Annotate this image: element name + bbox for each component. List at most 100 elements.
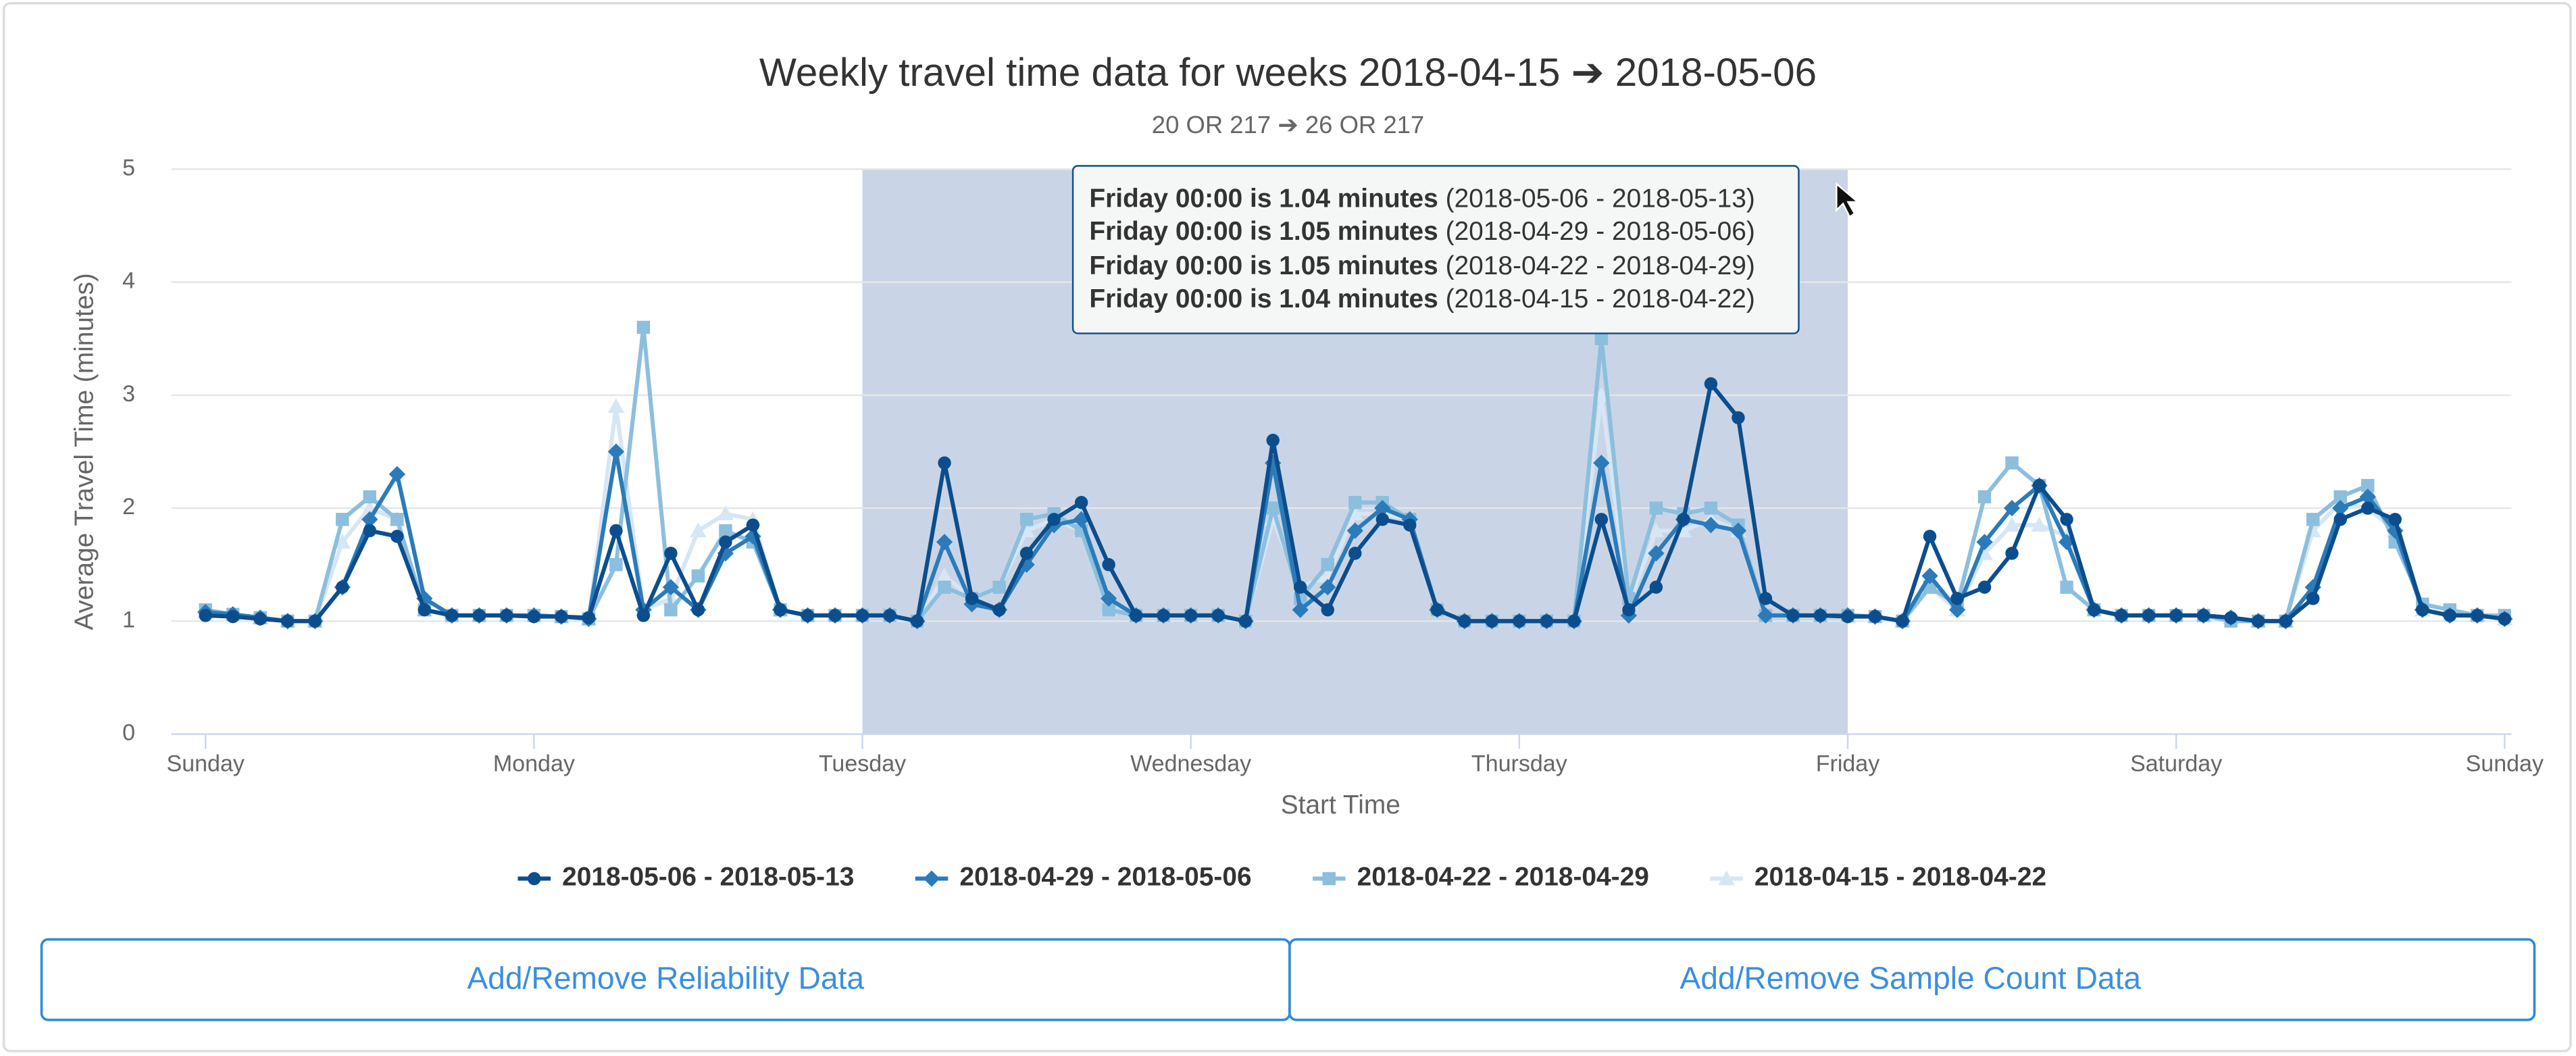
point [607, 443, 625, 460]
point [2471, 609, 2484, 622]
legend-label: 2018-04-22 - 2018-04-29 [1357, 863, 1649, 892]
tooltip: Friday 00:00 is 1.04 minutes (2018-05-06… [1071, 165, 1800, 334]
button-label[interactable]: Add/Remove Sample Count Data [1680, 960, 2141, 995]
tooltip-rest: (2018-04-22 - 2018-04-29) [1446, 251, 1755, 280]
point [746, 518, 760, 532]
point [1718, 870, 1735, 886]
tooltip-bold: Friday 00:00 is 1.05 minutes [1089, 251, 1438, 280]
button-frame[interactable] [1288, 938, 2536, 1022]
point [2196, 609, 2211, 622]
point [1129, 609, 1143, 622]
point [1157, 609, 1170, 622]
point [664, 603, 678, 617]
point [636, 609, 651, 622]
point [2005, 456, 2019, 470]
point [1921, 568, 1938, 584]
point [2306, 592, 2320, 605]
legend-item: 2018-04-22 - 2018-04-29 [1312, 863, 1649, 892]
point [2032, 478, 2046, 493]
x-tick-label: Sunday [2466, 751, 2544, 777]
point [1594, 513, 1609, 526]
button-label[interactable]: Add/Remove Reliability Data [467, 960, 864, 995]
sample-count-button[interactable]: Add/Remove Sample Count Data [1288, 938, 2536, 1022]
point [1677, 513, 1690, 526]
point [2279, 614, 2292, 628]
point [1977, 490, 1992, 504]
point [1292, 601, 1309, 618]
point [936, 534, 953, 551]
point [2306, 513, 2320, 526]
point [1702, 517, 1719, 534]
point [1757, 607, 1774, 624]
point [527, 609, 541, 624]
point [910, 614, 924, 628]
point [1896, 614, 1909, 628]
point [1348, 496, 1362, 509]
legend: 2018-05-06 - 2018-05-13 2018-04-29 - 2018… [517, 863, 2046, 892]
point [636, 320, 651, 334]
point [2087, 603, 2101, 617]
point [992, 580, 1006, 594]
point [1019, 513, 1034, 526]
point [1346, 522, 1363, 539]
point [1649, 580, 1663, 594]
point [388, 466, 405, 483]
point [2251, 614, 2265, 628]
point [336, 580, 349, 594]
legend-label: 2018-04-29 - 2018-05-06 [959, 863, 1251, 892]
point [609, 524, 623, 538]
point [1321, 557, 1334, 572]
point [1786, 609, 1800, 622]
tooltip-rest: (2018-04-15 - 2018-04-22) [1446, 284, 1755, 313]
x-tick-label: Wednesday [1130, 751, 1251, 777]
point [1458, 614, 1471, 628]
point [226, 609, 240, 624]
point [2003, 517, 2021, 532]
x-tick-label: Friday [1816, 751, 1880, 777]
point [308, 614, 322, 628]
tooltip-box [1071, 165, 1800, 334]
point [472, 609, 486, 622]
point [1294, 580, 1307, 594]
point [1184, 609, 1198, 622]
reliability-button[interactable]: Add/Remove Reliability Data [40, 938, 1291, 1022]
y-tick-label: 1 [122, 607, 135, 632]
y-axis-title: Average Travel Time (minutes) [70, 273, 99, 630]
point [1100, 590, 1117, 607]
point [719, 524, 732, 538]
tooltip-rest: (2018-05-06 - 2018-05-13) [1446, 184, 1755, 213]
point [1019, 547, 1034, 560]
point [883, 609, 896, 622]
tooltip-line: Friday 00:00 is 1.05 minutes (2018-04-29… [1089, 217, 1754, 246]
chart-title: Weekly travel time data for weeks 2018-0… [759, 51, 1817, 95]
point [1047, 513, 1061, 526]
point [1976, 534, 1993, 551]
point [336, 513, 349, 526]
point [719, 535, 732, 549]
point [555, 609, 568, 624]
point [828, 609, 842, 622]
point [582, 611, 596, 625]
point [1319, 579, 1336, 596]
point [1322, 872, 1336, 886]
y-tick-label: 3 [122, 381, 135, 407]
point [2361, 501, 2375, 515]
point [938, 580, 951, 594]
point [992, 603, 1006, 617]
point [1948, 601, 1966, 618]
point [199, 609, 212, 622]
mouse-cursor [1836, 182, 1861, 218]
point [281, 614, 295, 628]
point [1513, 614, 1526, 628]
point [1622, 603, 1636, 617]
x-tick-label: Tuesday [819, 751, 906, 777]
point [1649, 501, 1663, 515]
point [938, 456, 951, 470]
y-tick-label: 5 [122, 155, 135, 180]
point [334, 534, 351, 549]
point [607, 398, 625, 413]
tooltip-bold: Friday 00:00 is 1.04 minutes [1089, 184, 1438, 213]
point [2003, 499, 2021, 517]
y-tick-label: 2 [122, 494, 135, 520]
point [1238, 614, 1253, 628]
